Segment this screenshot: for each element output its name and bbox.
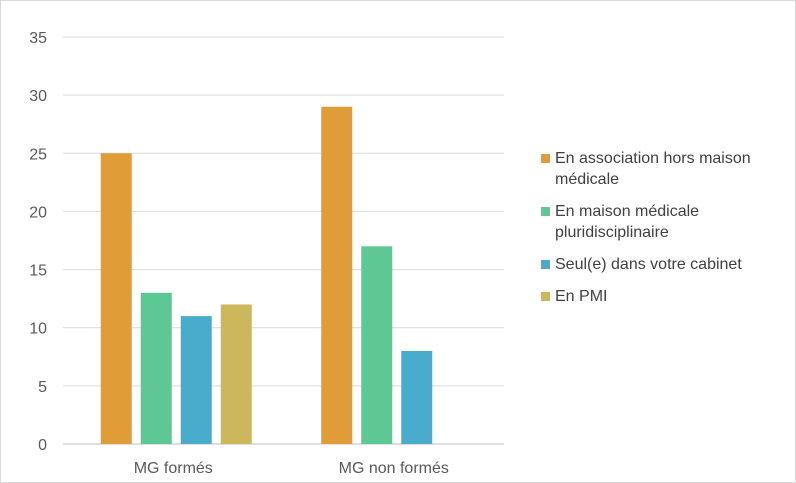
y-tick-label: 15	[29, 263, 47, 280]
legend-swatch-association	[541, 154, 550, 163]
legend-label-seul-cabinet: Seul(e) dans votre cabinet	[555, 256, 742, 273]
y-tick-label: 5	[38, 379, 47, 396]
y-tick-label: 30	[29, 88, 47, 105]
y-tick-label: 35	[29, 30, 47, 47]
legend-swatch-seul-cabinet	[541, 260, 550, 269]
bars	[100, 106, 433, 445]
bar	[180, 316, 212, 444]
x-category-label: MG non formés	[339, 460, 449, 477]
x-category-label: MG formés	[134, 460, 213, 477]
bar	[401, 350, 433, 444]
bar	[220, 304, 252, 444]
bar	[361, 246, 393, 444]
bar	[100, 153, 132, 445]
y-tick-label: 20	[29, 204, 47, 221]
legend-label-maison-medicale: En maison médicale pluridisciplinaire	[555, 203, 700, 241]
bar	[321, 106, 353, 445]
legend-item-pmi: En PMI	[541, 286, 791, 307]
legend-item-seul-cabinet: Seul(e) dans votre cabinet	[541, 254, 791, 275]
legend-label-pmi: En PMI	[555, 288, 608, 305]
legend-swatch-pmi	[541, 292, 550, 301]
y-tick-label: 25	[29, 146, 47, 163]
legend-label-association: En association hors maison médicale	[555, 150, 751, 188]
y-tick-label: 10	[29, 321, 47, 338]
legend-item-maison-medicale: En maison médicale pluridisciplinaire	[541, 201, 791, 243]
legend: En association hors maison médicale En m…	[541, 148, 791, 318]
gridlines	[63, 36, 504, 445]
y-axis: 0 5 10 15 20 25 30 35	[29, 30, 47, 454]
legend-item-association: En association hors maison médicale	[541, 148, 791, 190]
bar	[140, 292, 172, 444]
x-axis: MG formés MG non formés	[134, 460, 449, 477]
legend-swatch-maison-medicale	[541, 207, 550, 216]
y-tick-label: 0	[38, 437, 47, 454]
